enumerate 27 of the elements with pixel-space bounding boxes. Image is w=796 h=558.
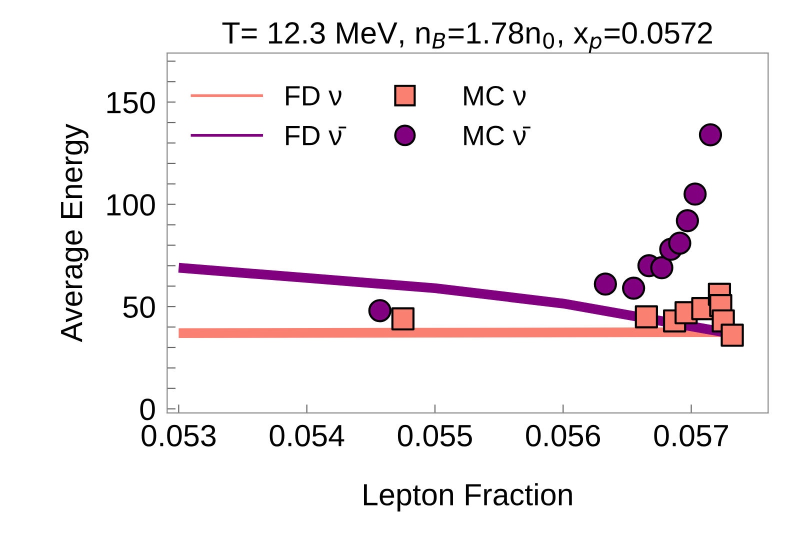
point — [668, 232, 692, 255]
y-tick-label: 50 — [123, 296, 155, 318]
legend-label: FD ν — [286, 86, 342, 106]
point — [368, 299, 392, 322]
x-tick-label: 0.056 — [526, 424, 600, 446]
x-tick-label: 0.054 — [270, 424, 344, 446]
y-axis-title: Average Energy — [61, 124, 88, 342]
point — [594, 272, 617, 296]
x-tick-label: 0.053 — [142, 424, 216, 446]
point — [698, 123, 722, 146]
chart-title: T= 12.3 MeV, n$_{B}$=1.78n$_{0}$, x$_{p}$=0.0572 — [222, 22, 712, 53]
y-tick-label: 100 — [107, 194, 155, 216]
x-axis-title: Lepton Fraction — [364, 483, 572, 512]
legend-label: MC ν̄ — [464, 126, 530, 146]
x-tick-label: 0.057 — [654, 424, 728, 446]
legend-label: FD ν̄ — [286, 126, 346, 146]
point — [676, 209, 699, 232]
y-tick-label: 0 — [140, 398, 155, 420]
y-tick-label: 150 — [107, 92, 155, 114]
legend-label: MC ν — [464, 86, 526, 106]
point — [720, 324, 744, 347]
x-tick-label: 0.055 — [398, 424, 472, 446]
point — [391, 307, 415, 330]
point — [622, 276, 646, 300]
point — [684, 182, 707, 206]
point — [650, 256, 674, 280]
point — [634, 305, 658, 328]
